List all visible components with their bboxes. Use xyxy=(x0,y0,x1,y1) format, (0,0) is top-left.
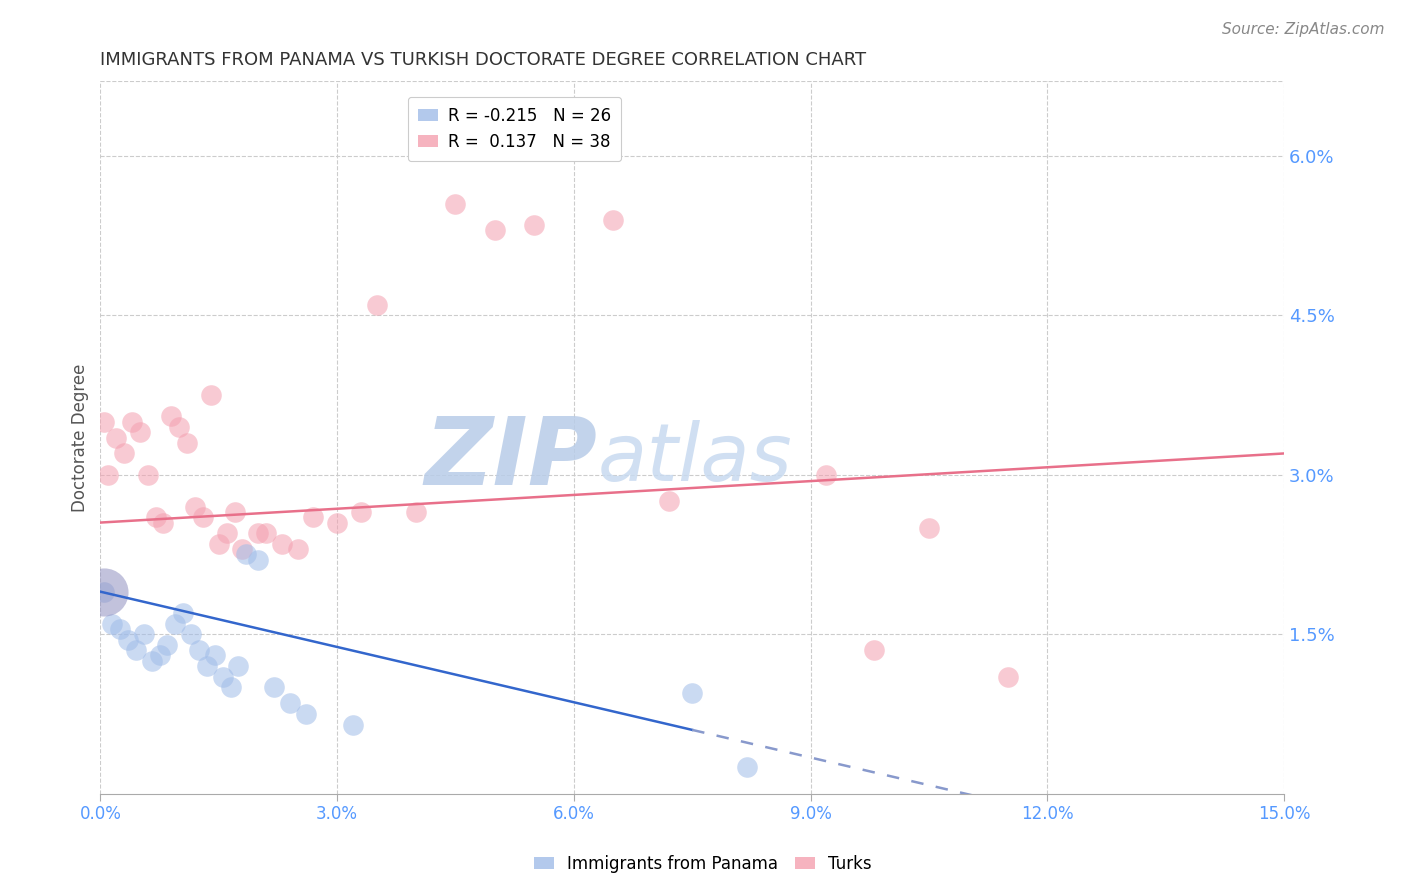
Point xyxy=(366,297,388,311)
Point xyxy=(176,435,198,450)
Point xyxy=(200,388,222,402)
Point xyxy=(287,542,309,557)
Point xyxy=(172,606,194,620)
Point xyxy=(148,648,170,663)
Point xyxy=(602,212,624,227)
Point xyxy=(180,627,202,641)
Text: Source: ZipAtlas.com: Source: ZipAtlas.com xyxy=(1222,22,1385,37)
Point xyxy=(247,526,270,541)
Point xyxy=(165,616,187,631)
Point xyxy=(97,467,120,482)
Legend: Immigrants from Panama, Turks: Immigrants from Panama, Turks xyxy=(527,848,879,880)
Point xyxy=(184,500,207,514)
Point xyxy=(219,681,242,695)
Y-axis label: Doctorate Degree: Doctorate Degree xyxy=(72,363,89,512)
Point xyxy=(152,516,174,530)
Point xyxy=(101,616,124,631)
Point xyxy=(862,643,884,657)
Point xyxy=(263,681,285,695)
Point xyxy=(121,415,143,429)
Point xyxy=(195,659,218,673)
Point xyxy=(484,223,506,237)
Legend: R = -0.215   N = 26, R =  0.137   N = 38: R = -0.215 N = 26, R = 0.137 N = 38 xyxy=(408,97,621,161)
Point xyxy=(112,446,135,460)
Point xyxy=(815,467,838,482)
Point xyxy=(188,643,211,657)
Point xyxy=(93,584,115,599)
Point xyxy=(128,425,150,440)
Point xyxy=(145,510,167,524)
Point xyxy=(562,117,585,131)
Point xyxy=(125,643,148,657)
Point xyxy=(136,467,159,482)
Point xyxy=(215,526,238,541)
Point xyxy=(204,648,226,663)
Point xyxy=(160,409,183,424)
Point xyxy=(326,516,349,530)
Point xyxy=(93,584,115,599)
Point xyxy=(224,505,246,519)
Point xyxy=(247,553,270,567)
Point xyxy=(231,542,253,557)
Point xyxy=(302,510,325,524)
Point xyxy=(270,537,292,551)
Point xyxy=(657,494,679,508)
Point xyxy=(997,670,1019,684)
Point xyxy=(254,526,277,541)
Point xyxy=(294,706,316,721)
Point xyxy=(350,505,373,519)
Point xyxy=(235,548,257,562)
Text: atlas: atlas xyxy=(598,420,792,498)
Point xyxy=(211,670,233,684)
Point xyxy=(132,627,155,641)
Point xyxy=(278,696,301,710)
Point xyxy=(105,430,128,444)
Point xyxy=(93,415,115,429)
Point xyxy=(156,638,179,652)
Text: IMMIGRANTS FROM PANAMA VS TURKISH DOCTORATE DEGREE CORRELATION CHART: IMMIGRANTS FROM PANAMA VS TURKISH DOCTOR… xyxy=(100,51,866,69)
Point xyxy=(141,654,163,668)
Point xyxy=(737,760,759,774)
Point xyxy=(228,659,250,673)
Point xyxy=(918,521,941,535)
Text: ZIP: ZIP xyxy=(425,413,598,505)
Point xyxy=(444,196,467,211)
Point xyxy=(167,420,190,434)
Point xyxy=(405,505,427,519)
Point xyxy=(681,686,703,700)
Point xyxy=(523,218,546,232)
Point xyxy=(117,632,139,647)
Point xyxy=(208,537,231,551)
Point xyxy=(342,717,364,731)
Point xyxy=(108,622,131,636)
Point xyxy=(191,510,214,524)
